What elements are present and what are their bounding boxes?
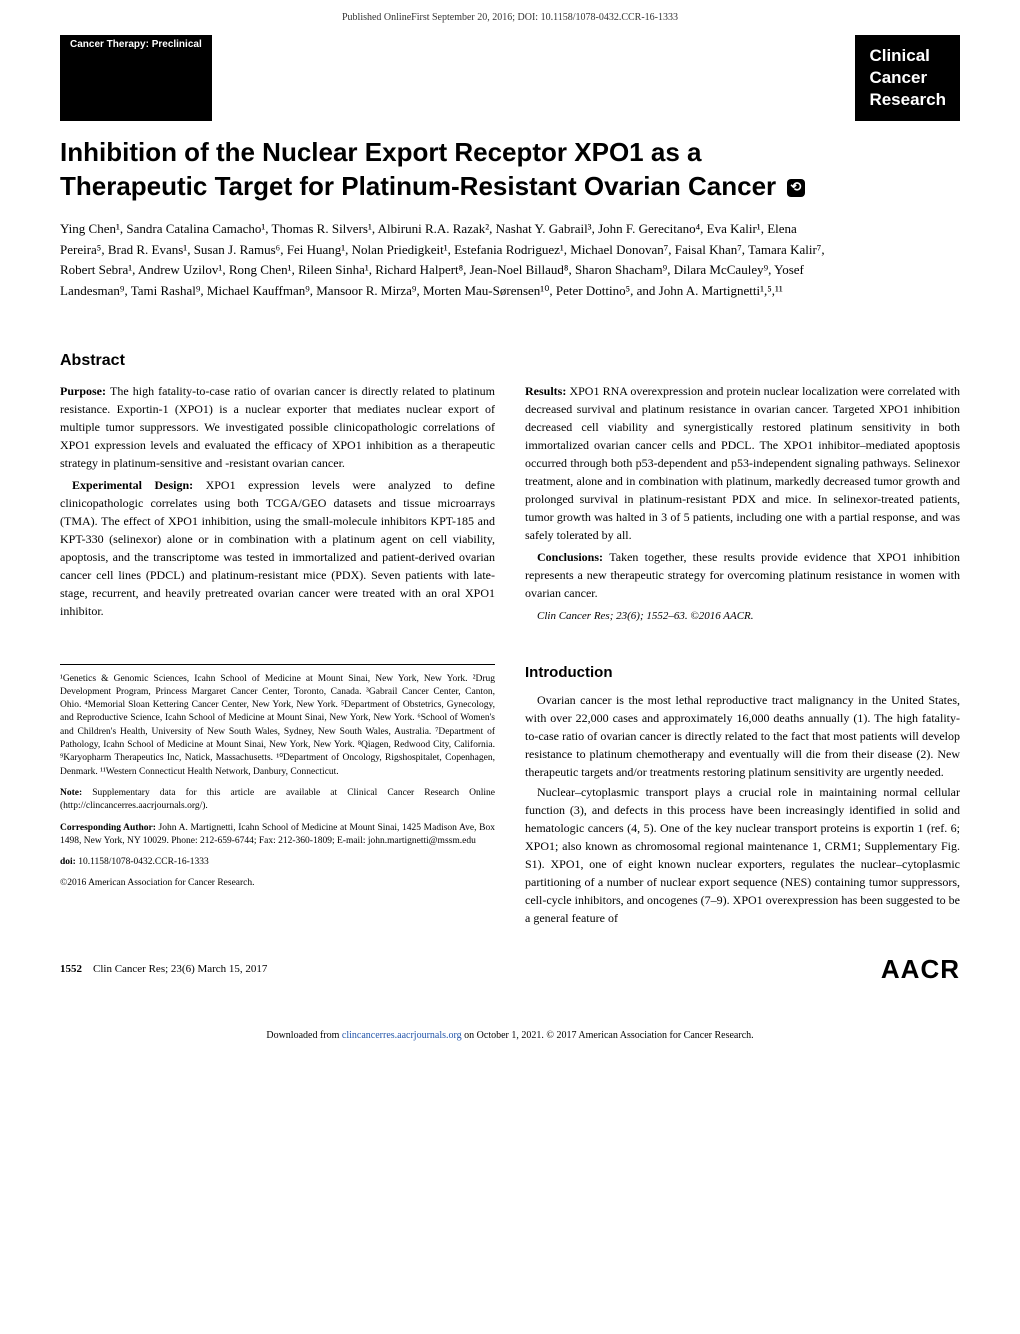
doi-text: 10.1158/1078-0432.CCR-16-1333: [78, 857, 209, 867]
download-link[interactable]: clincancerres.aacrjournals.org: [342, 1030, 462, 1041]
abstract-conclusions: Conclusions: Taken together, these resul…: [525, 548, 960, 602]
download-text1: Downloaded from: [266, 1030, 342, 1041]
intro-heading: Introduction: [525, 664, 960, 681]
purpose-text: The high fatality-to-case ratio of ovari…: [60, 384, 495, 470]
abstract-results: Results: XPO1 RNA overexpression and pro…: [525, 382, 960, 544]
abstract-section: Abstract Purpose: The high fatality-to-c…: [60, 352, 960, 629]
journal-line2: Cancer: [869, 67, 946, 89]
introduction-column: Introduction Ovarian cancer is the most …: [525, 664, 960, 929]
results-text: XPO1 RNA overexpression and protein nucl…: [525, 384, 960, 542]
abstract-citation: Clin Cancer Res; 23(6); 1552–63. ©2016 A…: [525, 608, 960, 625]
intro-p1: Ovarian cancer is the most lethal reprod…: [525, 691, 960, 781]
title-block: Inhibition of the Nuclear Export Recepto…: [60, 136, 840, 204]
journal-line3: Research: [869, 89, 946, 111]
abstract-heading: Abstract: [60, 352, 960, 370]
purpose-label: Purpose:: [60, 384, 110, 398]
abstract-right-col: Results: XPO1 RNA overexpression and pro…: [525, 382, 960, 629]
intro-text: Ovarian cancer is the most lethal reprod…: [525, 691, 960, 927]
journal-issue: Clin Cancer Res; 23(6) March 15, 2017: [93, 963, 267, 975]
design-text: XPO1 expression levels were analyzed to …: [60, 478, 495, 618]
affiliations-column: ¹Genetics & Genomic Sciences, Icahn Scho…: [60, 664, 495, 929]
intro-p2: Nuclear–cytoplasmic transport plays a cr…: [525, 783, 960, 927]
page-number: 1552: [60, 963, 82, 975]
design-label: Experimental Design:: [72, 478, 206, 492]
title-text: Inhibition of the Nuclear Export Recepto…: [60, 137, 776, 201]
article-title: Inhibition of the Nuclear Export Recepto…: [60, 136, 840, 204]
footer-left: 1552 Clin Cancer Res; 23(6) March 15, 20…: [60, 963, 267, 975]
supplementary-note: Note: Supplementary data for this articl…: [60, 787, 495, 814]
doi: doi: 10.1158/1078-0432.CCR-16-1333: [60, 856, 495, 869]
conclusions-label: Conclusions:: [537, 550, 609, 564]
download-footer: Downloaded from clincancerres.aacrjourna…: [0, 1000, 1020, 1056]
published-header: Published OnlineFirst September 20, 2016…: [0, 0, 1020, 35]
download-text2: on October 1, 2021. © 2017 American Asso…: [462, 1030, 754, 1041]
lower-section: ¹Genetics & Genomic Sciences, Icahn Scho…: [60, 664, 960, 929]
section-tag: Cancer Therapy: Preclinical: [60, 35, 212, 121]
abstract-purpose: Purpose: The high fatality-to-case ratio…: [60, 382, 495, 472]
aacr-logo: AACR: [881, 954, 960, 985]
affiliations-list: ¹Genetics & Genomic Sciences, Icahn Scho…: [60, 673, 495, 779]
corresponding-label: Corresponding Author:: [60, 823, 159, 833]
note-text: Supplementary data for this article are …: [60, 788, 495, 811]
journal-line1: Clinical: [869, 45, 946, 67]
affiliations-rule: [60, 664, 495, 665]
abstract-design: Experimental Design: XPO1 expression lev…: [60, 476, 495, 620]
authors-list: Ying Chen¹, Sandra Catalina Camacho¹, Th…: [60, 219, 840, 302]
doi-label: doi:: [60, 857, 78, 867]
abstract-left-col: Purpose: The high fatality-to-case ratio…: [60, 382, 495, 629]
open-access-icon: [787, 179, 805, 197]
corresponding-author: Corresponding Author: John A. Martignett…: [60, 822, 495, 849]
abstract-columns: Purpose: The high fatality-to-case ratio…: [60, 382, 960, 629]
copyright: ©2016 American Association for Cancer Re…: [60, 877, 495, 890]
results-label: Results:: [525, 384, 569, 398]
journal-name-box: Clinical Cancer Research: [855, 35, 960, 121]
journal-bar: Cancer Therapy: Preclinical Clinical Can…: [60, 35, 960, 121]
note-label: Note:: [60, 788, 92, 798]
page-footer: 1552 Clin Cancer Res; 23(6) March 15, 20…: [60, 954, 960, 985]
